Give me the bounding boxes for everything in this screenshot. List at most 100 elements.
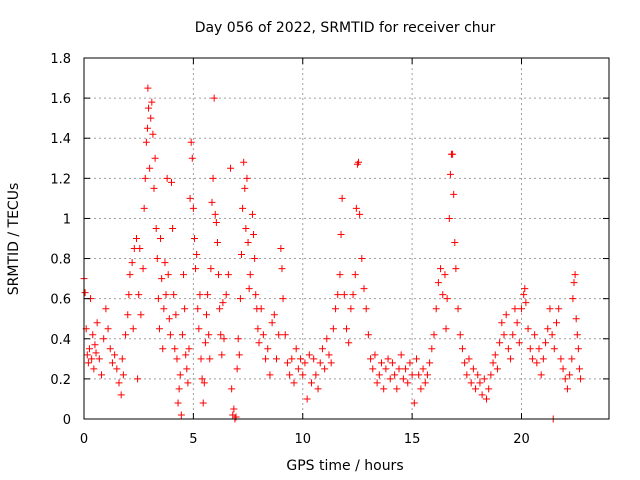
data-point [100, 335, 108, 343]
data-point [135, 291, 143, 299]
data-point [238, 251, 245, 259]
data-point [134, 375, 142, 383]
data-point [318, 345, 326, 353]
data-point [463, 371, 471, 379]
data-point [456, 331, 464, 339]
data-point [521, 285, 529, 293]
data-point [553, 319, 560, 327]
data-point [200, 379, 208, 387]
data-point [369, 365, 377, 373]
data-point [137, 311, 145, 319]
data-point [163, 174, 171, 182]
data-point [208, 198, 216, 206]
data-point [275, 331, 283, 339]
data-point [458, 345, 466, 353]
data-point [442, 325, 450, 333]
data-point [213, 239, 221, 247]
data-point [234, 335, 242, 343]
data-point [102, 305, 110, 313]
data-point [219, 299, 227, 307]
data-point [153, 255, 161, 263]
data-point [171, 345, 179, 353]
data-point [264, 345, 272, 353]
data-point [550, 345, 558, 353]
data-point [90, 365, 98, 373]
data-point [98, 371, 105, 379]
data-point [542, 339, 550, 347]
data-point [393, 385, 401, 393]
data-point [83, 351, 91, 359]
data-point [446, 170, 454, 178]
data-point [288, 355, 296, 363]
data-point [273, 355, 280, 363]
data-point [397, 351, 405, 359]
data-point [129, 325, 137, 333]
data-point [192, 265, 200, 273]
data-point [227, 164, 235, 172]
data-point [312, 371, 320, 379]
data-point [143, 124, 151, 132]
data-point [251, 255, 259, 263]
data-point [439, 291, 447, 299]
data-point [480, 375, 488, 383]
y-tick-label: 0.8 [50, 253, 71, 268]
data-point [188, 154, 196, 162]
data-point [498, 319, 506, 327]
data-point [248, 210, 256, 218]
data-point [373, 379, 381, 387]
data-point [570, 279, 578, 287]
data-point [224, 271, 232, 279]
data-point [117, 391, 125, 399]
data-point [340, 291, 348, 299]
data-point [115, 379, 123, 387]
data-point [201, 339, 209, 347]
data-point [128, 259, 136, 267]
data-point [136, 245, 144, 253]
data-point [469, 365, 477, 373]
x-tick-label: 10 [294, 432, 311, 447]
data-point [483, 395, 490, 403]
data-point [443, 295, 451, 303]
data-point [571, 271, 579, 279]
data-point [119, 371, 127, 379]
data-point [140, 204, 148, 212]
data-point [297, 355, 305, 363]
x-tick-label: 15 [404, 432, 421, 447]
data-point [212, 218, 220, 226]
y-tick-label: 1.8 [50, 52, 71, 67]
data-point [230, 405, 238, 413]
data-point [555, 305, 563, 313]
data-point [531, 331, 539, 339]
data-point [154, 295, 162, 303]
data-point [305, 351, 313, 359]
data-point [454, 305, 462, 313]
data-point [217, 331, 225, 339]
data-point [255, 339, 263, 347]
data-point [180, 271, 188, 279]
data-point [337, 230, 345, 238]
chart-title: Day 056 of 2022, SRMTID for receiver chu… [195, 20, 496, 36]
y-tick-labels: 0 0.2 0.4 0.6 0.8 1 1.2 1.4 1.6 1.8 [50, 52, 71, 428]
data-point [434, 279, 442, 287]
data-point [449, 150, 457, 158]
data-point [111, 351, 119, 359]
data-point [575, 365, 583, 373]
data-point [332, 305, 340, 313]
data-point [290, 379, 298, 387]
y-tick-label: 0.2 [50, 373, 71, 388]
data-point [511, 305, 519, 313]
data-point [205, 331, 213, 339]
data-point [371, 351, 379, 359]
x-tick-label: 0 [80, 432, 88, 447]
data-point [526, 345, 534, 353]
data-point [207, 265, 215, 273]
data-point [176, 371, 184, 379]
data-point [487, 371, 495, 379]
data-point [133, 235, 140, 242]
data-point [172, 311, 180, 319]
data-point [92, 349, 100, 357]
data-point [367, 355, 375, 363]
data-point [362, 305, 370, 313]
data-point [195, 325, 203, 333]
